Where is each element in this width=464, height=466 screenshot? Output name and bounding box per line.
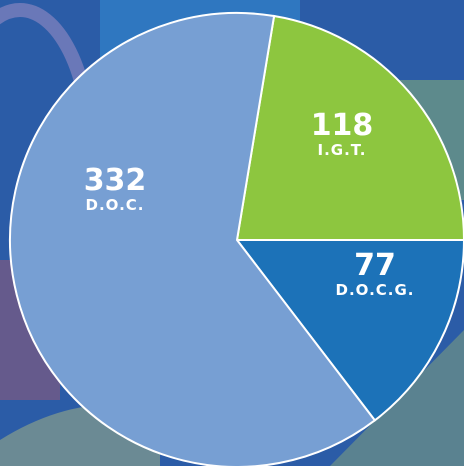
pie-slice (234, 238, 464, 422)
value-label: 118 (311, 108, 374, 143)
pie-slice (9, 12, 377, 466)
value-label: 77 (354, 248, 396, 283)
pie-slice (235, 14, 464, 242)
category-label: D.O.C. (86, 196, 145, 214)
category-label: I.G.T. (318, 141, 367, 159)
value-label: 332 (84, 163, 147, 198)
category-label: D.O.C.G. (336, 281, 415, 299)
